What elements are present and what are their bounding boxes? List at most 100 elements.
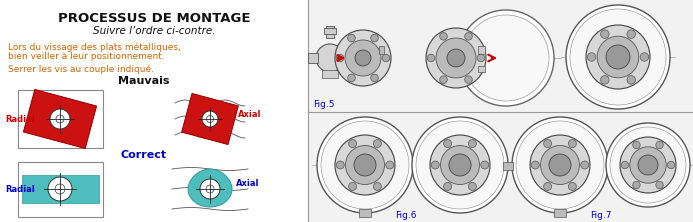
Circle shape — [444, 140, 452, 148]
Circle shape — [416, 121, 504, 209]
Bar — [478, 66, 485, 72]
Bar — [554, 209, 566, 217]
Circle shape — [638, 155, 658, 175]
Circle shape — [465, 76, 473, 83]
Bar — [308, 53, 318, 63]
Circle shape — [48, 177, 72, 201]
Circle shape — [541, 145, 579, 184]
Circle shape — [549, 154, 571, 176]
Circle shape — [588, 53, 596, 61]
Circle shape — [468, 140, 476, 148]
Circle shape — [581, 161, 589, 169]
Circle shape — [465, 33, 473, 40]
Circle shape — [630, 147, 666, 183]
Text: Serrer les vis au couple indiqué.: Serrer les vis au couple indiqué. — [8, 64, 154, 73]
Circle shape — [355, 50, 371, 66]
Circle shape — [530, 135, 590, 195]
Circle shape — [516, 121, 604, 209]
Circle shape — [374, 140, 381, 148]
Bar — [359, 209, 371, 217]
Text: Mauvais: Mauvais — [119, 76, 170, 86]
Circle shape — [345, 40, 381, 76]
Circle shape — [50, 109, 70, 129]
Circle shape — [336, 161, 344, 169]
Bar — [0, 0, 308, 222]
Circle shape — [621, 161, 629, 169]
Bar — [322, 70, 338, 78]
Circle shape — [601, 76, 609, 84]
Circle shape — [532, 161, 539, 169]
Circle shape — [316, 44, 344, 72]
Text: Fig.7: Fig.7 — [590, 210, 611, 220]
Circle shape — [336, 54, 344, 62]
Circle shape — [656, 181, 663, 189]
Circle shape — [444, 182, 452, 190]
Circle shape — [426, 28, 486, 88]
Circle shape — [620, 137, 676, 193]
Circle shape — [597, 36, 639, 78]
Circle shape — [317, 117, 413, 213]
Circle shape — [568, 140, 577, 148]
Bar — [326, 26, 334, 38]
Bar — [503, 162, 513, 170]
Circle shape — [512, 117, 608, 213]
Circle shape — [468, 182, 476, 190]
Bar — [308, 0, 693, 222]
Circle shape — [349, 182, 357, 190]
Circle shape — [348, 74, 356, 82]
Polygon shape — [182, 93, 238, 145]
Circle shape — [627, 30, 635, 38]
Circle shape — [543, 140, 552, 148]
Circle shape — [601, 30, 609, 38]
Circle shape — [346, 145, 385, 184]
Bar — [379, 46, 384, 54]
Circle shape — [335, 135, 395, 195]
Circle shape — [371, 34, 378, 42]
Circle shape — [348, 34, 356, 42]
Text: Fig.6: Fig.6 — [395, 210, 416, 220]
Circle shape — [633, 181, 640, 189]
Text: bien veiller à leur positionnement.: bien veiller à leur positionnement. — [8, 52, 165, 61]
Circle shape — [606, 45, 630, 69]
Circle shape — [374, 182, 381, 190]
Polygon shape — [24, 89, 96, 149]
Bar — [18, 162, 103, 217]
Bar — [478, 46, 485, 54]
Circle shape — [543, 182, 552, 190]
Circle shape — [477, 54, 485, 62]
Text: Radial: Radial — [5, 184, 35, 194]
Circle shape — [371, 74, 378, 82]
Circle shape — [349, 140, 357, 148]
Circle shape — [566, 5, 670, 109]
Polygon shape — [188, 169, 232, 207]
Circle shape — [354, 154, 376, 176]
Circle shape — [386, 161, 394, 169]
Circle shape — [481, 161, 489, 169]
Circle shape — [439, 33, 447, 40]
Bar — [22, 175, 99, 203]
Circle shape — [568, 182, 577, 190]
Circle shape — [458, 10, 554, 106]
Circle shape — [439, 76, 447, 83]
Circle shape — [436, 38, 476, 78]
Circle shape — [667, 161, 675, 169]
Circle shape — [570, 9, 666, 105]
Text: PROCESSUS DE MONTAGE: PROCESSUS DE MONTAGE — [58, 12, 250, 25]
Circle shape — [633, 141, 640, 149]
Circle shape — [463, 15, 549, 101]
Text: Radial: Radial — [5, 115, 35, 123]
Circle shape — [431, 161, 439, 169]
Circle shape — [449, 154, 471, 176]
Circle shape — [412, 117, 508, 213]
Bar — [324, 28, 336, 34]
Circle shape — [586, 25, 650, 89]
Circle shape — [202, 111, 218, 127]
Text: Lors du vissage des plats métalliques,: Lors du vissage des plats métalliques, — [8, 42, 181, 52]
Circle shape — [200, 179, 220, 199]
Text: Fig.5: Fig.5 — [313, 99, 335, 109]
Circle shape — [447, 49, 465, 67]
Circle shape — [656, 141, 663, 149]
Circle shape — [606, 123, 690, 207]
Circle shape — [321, 121, 409, 209]
Text: Axial: Axial — [238, 109, 261, 119]
